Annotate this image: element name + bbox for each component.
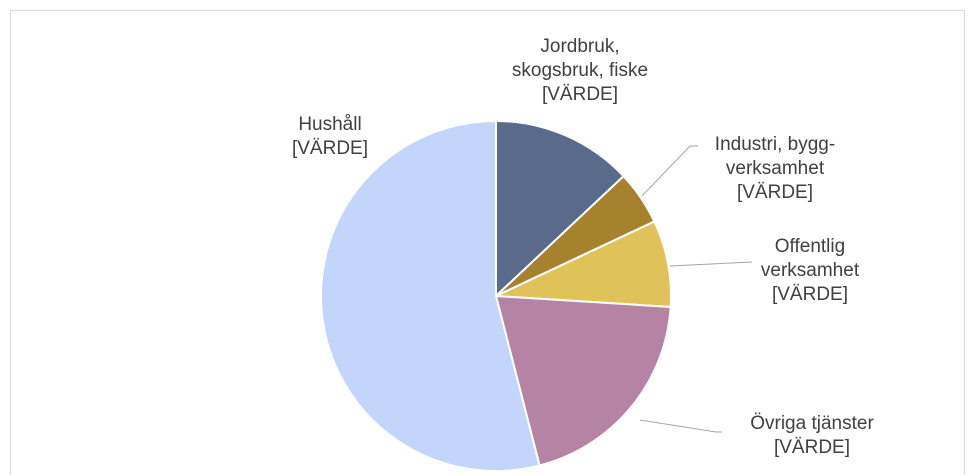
slice-label: Industri, bygg-verksamhet [VÄRDE] xyxy=(714,134,836,203)
leader-line xyxy=(669,261,753,267)
pie-slice xyxy=(320,119,541,472)
pie-slice xyxy=(495,119,625,299)
leader-line xyxy=(639,419,722,433)
slice-label: Hushåll [VÄRDE] xyxy=(291,114,369,159)
slice-label: Offentlig verksamhet [VÄRDE] xyxy=(760,236,860,305)
slice-label: Övriga tjänster [VÄRDE] xyxy=(750,413,874,458)
slice-label: Jordbruk, skogsbruk, fiske [VÄRDE] xyxy=(511,36,649,105)
leader-line xyxy=(641,145,698,197)
pie-slice xyxy=(494,294,672,467)
